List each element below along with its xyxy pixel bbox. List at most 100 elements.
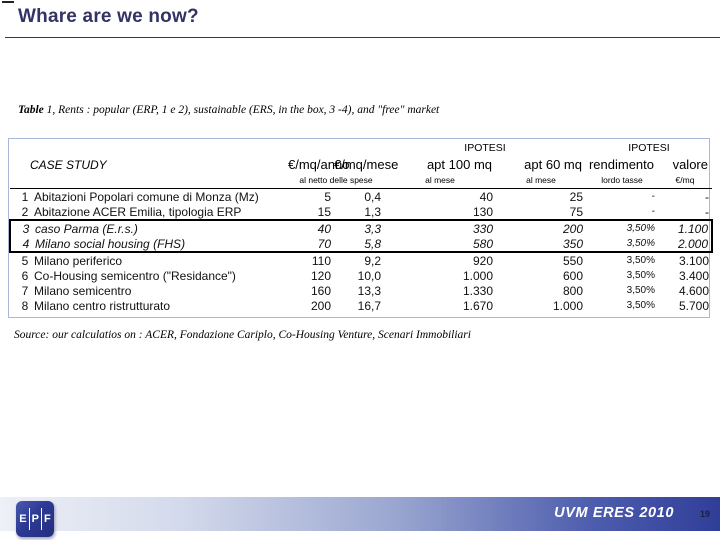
col-header-apt-60: apt 60 mq — [524, 157, 582, 172]
footer-conference-label: UVM ERES 2010 — [554, 505, 674, 521]
cell-apt100: 580 — [384, 236, 496, 253]
footer-bar: UVM ERES 2010 19 — [0, 497, 720, 531]
cell-valore: 1.100 — [658, 219, 713, 236]
cell-mese: 1,3 — [364, 204, 381, 219]
cell-anno: 160 — [310, 283, 331, 298]
cell-valore: - — [705, 189, 709, 204]
cell-valore: 4.600 — [678, 283, 709, 298]
epf-logo: E P F — [16, 501, 54, 537]
table-row: 7 Milano semicentro 160 13,3 1.330 800 3,… — [10, 283, 712, 298]
cell-apt60: 600 — [562, 268, 583, 283]
table-caption: Table 1, Rents : popular (ERP, 1 e 2), s… — [18, 104, 678, 116]
row-number: 3 — [22, 221, 30, 236]
cell-valore: 3.100 — [678, 253, 709, 268]
table-caption-text: 1, Rents : popular (ERP, 1 e 2), sustain… — [43, 104, 440, 116]
table-row: 8 Milano centro ristrutturato 200 16,7 1.… — [10, 298, 712, 313]
cell-apt100: 920 — [472, 253, 493, 268]
page-number: 19 — [699, 509, 710, 519]
title-divider — [5, 37, 720, 38]
cell-apt60: 550 — [562, 253, 583, 268]
case-study-cell: 3 caso Parma (E.r.s.) — [9, 219, 288, 236]
case-study-cell: 7 Milano semicentro — [10, 283, 288, 298]
col-header-rendimento: rendimento — [588, 157, 654, 172]
cell-rendimento: - — [651, 191, 655, 202]
case-study-name: Co-Housing semicentro ("Residance") — [34, 268, 236, 283]
case-study-name: Milano centro ristrutturato — [34, 298, 171, 313]
cell-anno: 120 — [310, 268, 331, 283]
col-header-apt-100: apt 100 mq — [426, 157, 492, 172]
row-number: 1 — [21, 189, 29, 204]
cell-anno: 15 — [317, 204, 331, 219]
cell-mese: 13,3 — [357, 283, 381, 298]
case-study-name: Milano social housing (FHS) — [35, 236, 186, 251]
group-header-ipotesi-1: IPOTESI — [464, 142, 506, 154]
page-title: Whare are we now? — [18, 6, 199, 27]
sub-header-al-mese-1: al mese — [384, 175, 496, 189]
col-header-case-study: CASE STUDY — [30, 157, 107, 172]
table-caption-prefix: Table — [18, 104, 44, 116]
table-row-boxed: 3 caso Parma (E.r.s.) 40 3,3 330 200 3,50… — [9, 219, 713, 236]
cell-apt100: 1.000 — [462, 268, 493, 283]
row-number: 4 — [22, 236, 30, 251]
cell-anno: 110 — [311, 253, 331, 268]
cell-anno: 5 — [324, 189, 331, 204]
cell-anno: 70 — [288, 236, 334, 253]
cell-valore: 3.400 — [678, 268, 709, 283]
cell-mese: 10,0 — [357, 268, 381, 283]
cell-apt60: 200 — [496, 219, 586, 236]
rents-table-grid: IPOTESI IPOTESI CASE STUDY €/mq/anno €/m… — [9, 139, 713, 313]
table-row: 1 Abitazioni Popolari comune di Monza (Mz… — [10, 189, 712, 205]
cell-apt60: 25 — [569, 189, 583, 204]
case-study-name: Milano semicentro — [34, 283, 132, 298]
cell-anno: 40 — [288, 219, 334, 236]
cell-mese: 16,7 — [357, 298, 381, 313]
cell-mese: 5,8 — [334, 236, 384, 253]
row-number: 8 — [21, 298, 29, 313]
table-row: 5 Milano periferico 110 9,2 920 550 3,50%… — [10, 252, 712, 268]
cell-rendimento: 3,50% — [586, 219, 658, 236]
cell-apt60: 75 — [569, 204, 583, 219]
row-number: 6 — [21, 268, 29, 283]
case-study-cell: 8 Milano centro ristrutturato — [10, 298, 288, 313]
table-row: 6 Co-Housing semicentro ("Residance") 120… — [10, 268, 712, 283]
cell-apt100: 1.670 — [462, 298, 493, 313]
case-study-name: caso Parma (E.r.s.) — [35, 221, 138, 236]
cell-mese: 3,3 — [334, 219, 384, 236]
col-header-valore: valore — [672, 157, 708, 172]
case-study-cell: 1 Abitazioni Popolari comune di Monza (Mz… — [10, 189, 288, 205]
cell-rendimento: 3,50% — [626, 300, 655, 311]
case-study-cell: 2 Abitazione ACER Emilia, tipologia ERP — [10, 204, 288, 220]
cell-rendimento: 3,50% — [626, 255, 655, 266]
logo-divider-icon — [28, 508, 30, 530]
cell-mese: 9,2 — [364, 253, 381, 268]
cell-apt100: 1.330 — [462, 283, 493, 298]
logo-letter-f: F — [43, 512, 51, 525]
cell-apt60: 1.000 — [552, 298, 583, 313]
cell-rendimento: - — [651, 206, 655, 217]
col-header-mq-mese: €/mq/mese — [334, 157, 399, 172]
cell-rendimento: 3,50% — [626, 270, 655, 281]
cell-valore: 5.700 — [678, 298, 709, 313]
case-study-name: Abitazione ACER Emilia, tipologia ERP — [34, 204, 242, 219]
cell-anno: 200 — [310, 298, 331, 313]
sub-header-al-mese-2: al mese — [496, 175, 586, 189]
cell-valore: 2.000 — [658, 236, 713, 253]
row-number: 5 — [21, 253, 29, 268]
cell-apt100: 40 — [479, 189, 493, 204]
corner-dash-icon — [2, 1, 14, 3]
group-header-row: IPOTESI IPOTESI — [10, 139, 712, 154]
logo-letter-p: P — [31, 512, 39, 525]
group-header-ipotesi-2: IPOTESI — [628, 142, 670, 154]
group-header-empty — [10, 139, 384, 154]
case-study-name: Abitazioni Popolari comune di Monza (Mz) — [34, 189, 259, 204]
col-header-mq-anno: €/mq/anno — [288, 157, 350, 172]
cell-rendimento: 3,50% — [626, 285, 655, 296]
table-row: 2 Abitazione ACER Emilia, tipologia ERP 1… — [10, 204, 712, 220]
logo-divider-icon — [40, 508, 42, 530]
table-row-boxed: 4 Milano social housing (FHS) 70 5,8 580 … — [9, 236, 713, 253]
sub-header-euro-mq: €/mq — [658, 175, 712, 189]
logo-letter-e: E — [19, 512, 27, 525]
cell-apt100: 130 — [472, 204, 493, 219]
cell-mese: 0,4 — [364, 189, 381, 204]
row-number: 7 — [21, 283, 29, 298]
